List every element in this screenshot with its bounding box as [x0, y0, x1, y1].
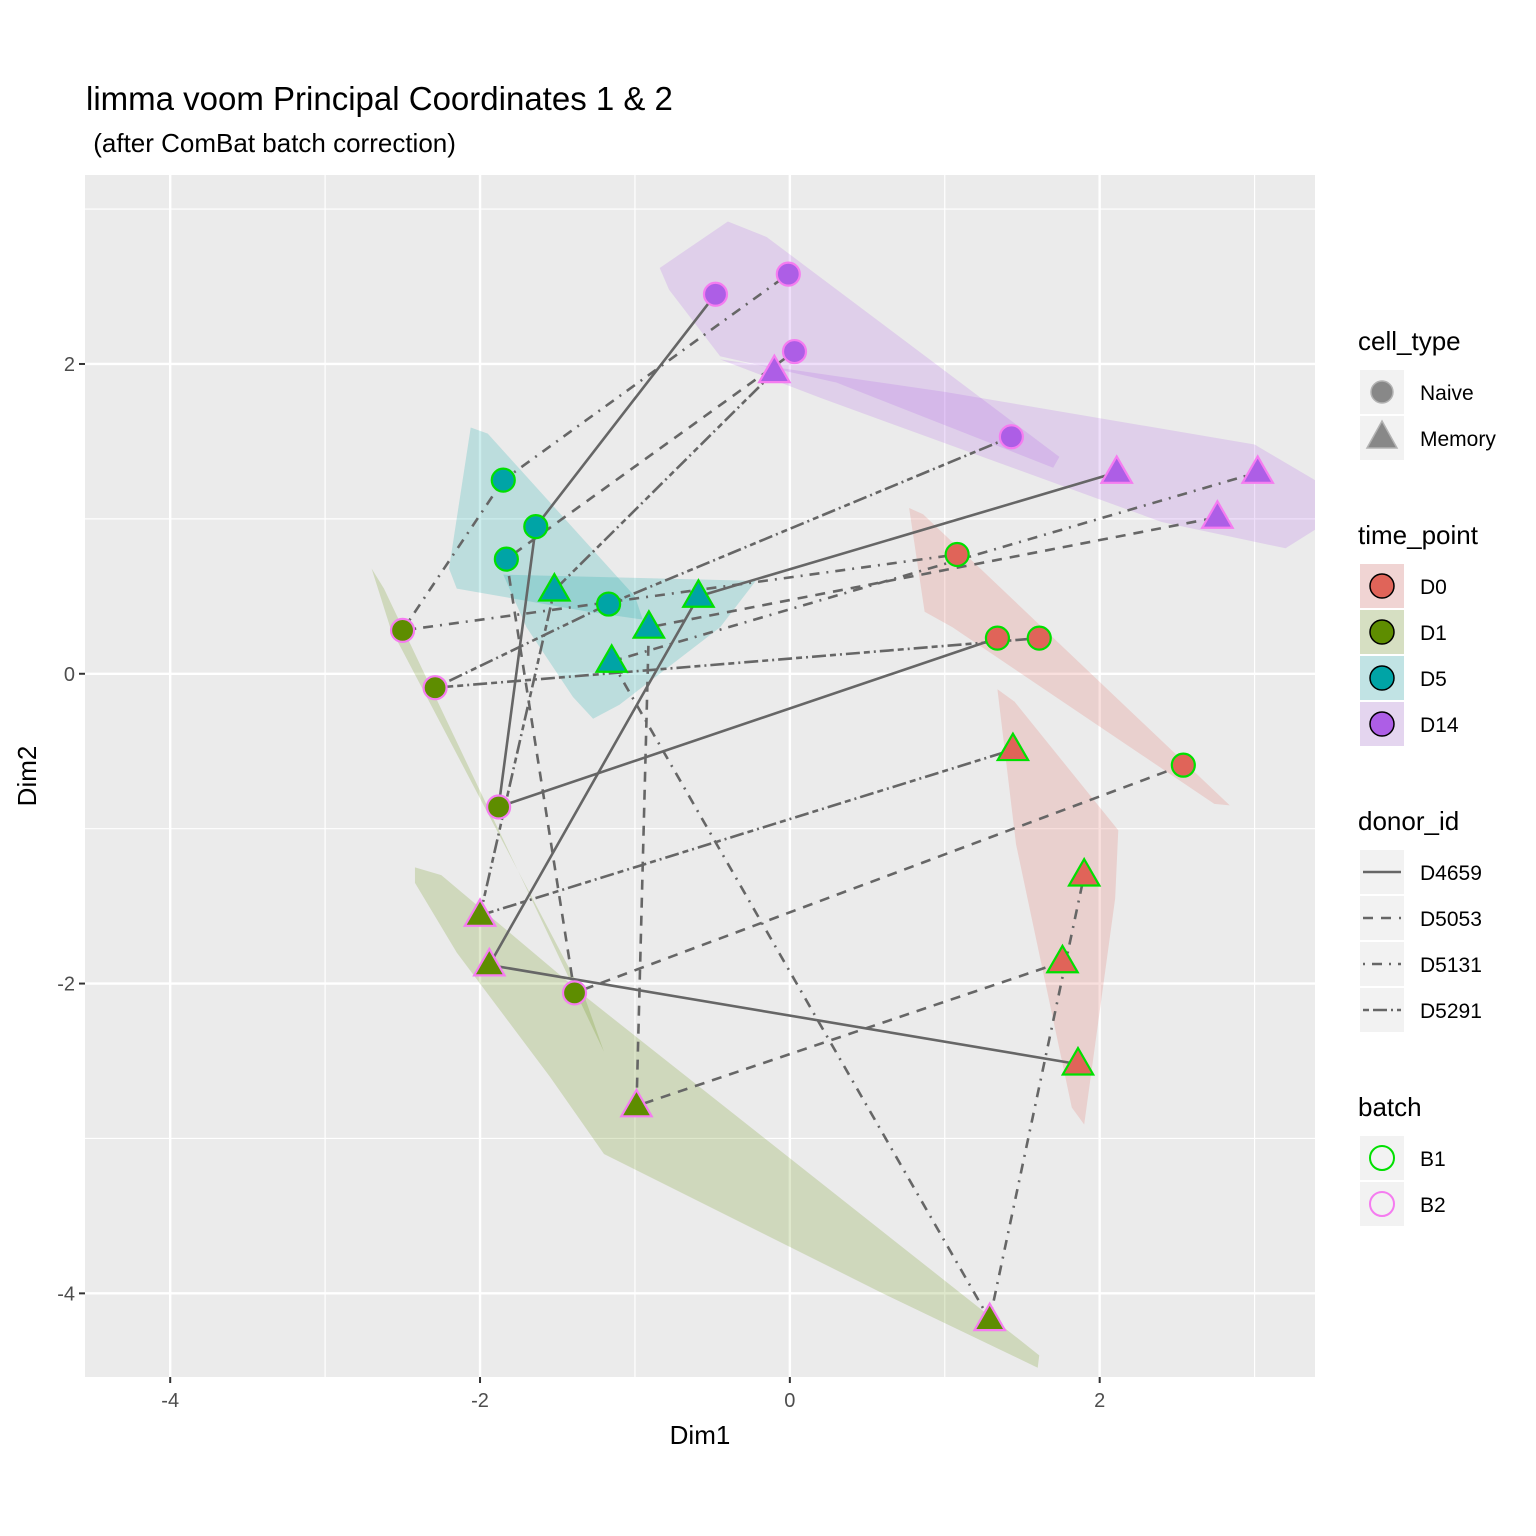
- y-tick-label: -2: [57, 974, 75, 996]
- path-d5131-memory: [609, 471, 1259, 1324]
- legend-d0-swatch-icon: [1369, 573, 1395, 599]
- x-tick-label: 0: [784, 1390, 795, 1412]
- legend-label-memory: Memory: [1420, 428, 1496, 451]
- point-d14-naive-d5053: [781, 338, 808, 365]
- legend-donor-id: donor_id D4659 D5053 D5131 D5291: [1358, 806, 1482, 1032]
- path-d5053-memory: [635, 516, 1218, 1108]
- y-tick-label: -4: [57, 1283, 75, 1305]
- point-d0-memory-d5131: [1067, 856, 1102, 887]
- path-d5053-naive: [504, 350, 1184, 995]
- hull-d14-naive: [659, 221, 1060, 468]
- legend-cell-type: cell_type Naive Memory: [1358, 326, 1496, 460]
- point-d14-memory-d5131: [1240, 454, 1275, 484]
- point-d0-memory-d5291: [995, 731, 1031, 762]
- legend-time-point: time_point D0 D1 D5 D14: [1358, 520, 1479, 746]
- legend-title-cell-type: cell_type: [1358, 326, 1461, 356]
- point-d1-memory-d5053: [619, 1087, 654, 1118]
- hull-d5-memory: [503, 574, 756, 719]
- legend-circle-icon: [1370, 380, 1394, 404]
- point-d5-memory-d4659: [681, 578, 716, 608]
- legend-b1-ring-icon: [1369, 1145, 1395, 1171]
- donor-paths: [399, 273, 1259, 1324]
- legend-key-bg: [1360, 1136, 1404, 1180]
- path-d4659-naive: [497, 293, 998, 809]
- x-axis-ticks: -4 -2 0 2: [161, 1377, 1105, 1412]
- point-d1-naive-d5131: [389, 617, 416, 643]
- legend-batch: batch B1 B2: [1358, 1092, 1446, 1226]
- point-d1-memory-d4659: [472, 946, 507, 977]
- legend-title-batch: batch: [1358, 1092, 1422, 1122]
- chart-subtitle: (after ComBat batch correction): [86, 128, 456, 158]
- path-d5131-naive: [399, 273, 958, 633]
- legend-label-naive: Naive: [1420, 382, 1474, 405]
- x-tick-label: -2: [471, 1390, 489, 1412]
- point-d5-naive-d4659: [523, 514, 549, 540]
- point-d5-naive-d5131: [490, 467, 516, 493]
- legend-b2-ring-icon: [1369, 1191, 1395, 1217]
- minor-gridlines: [85, 175, 1315, 1377]
- point-d14-naive-d5131: [775, 261, 801, 287]
- legend-d1-swatch-icon: [1369, 619, 1395, 645]
- major-gridlines: [85, 175, 1315, 1377]
- path-d5291-naive: [434, 435, 1040, 690]
- legend-label-d5: D5: [1420, 668, 1447, 691]
- legend-label-b1: B1: [1420, 1148, 1446, 1171]
- x-axis-title: Dim1: [670, 1420, 731, 1450]
- point-d0-naive-d5291: [1026, 625, 1052, 651]
- point-d14-memory-d5291: [757, 353, 792, 384]
- legend-d14-swatch-icon: [1369, 711, 1395, 737]
- sample-points: [389, 261, 1275, 1332]
- path-d4659-memory: [487, 471, 1118, 1066]
- legend-label-b2: B2: [1420, 1194, 1446, 1217]
- legend-d5-swatch-icon: [1369, 665, 1395, 691]
- legend-label-d5131: D5131: [1420, 954, 1482, 977]
- legend-label-d5291: D5291: [1420, 1000, 1482, 1023]
- point-d1-memory-d5131: [972, 1301, 1007, 1332]
- legend-key-bg: [1360, 1182, 1404, 1226]
- legend-triangle-icon: [1365, 419, 1399, 449]
- point-d1-naive-d5291: [422, 675, 448, 701]
- point-d1-naive-d5053: [561, 980, 588, 1006]
- point-d14-naive-d4659: [702, 281, 729, 307]
- point-d5-memory-d5291: [537, 571, 572, 602]
- path-d5291-memory: [478, 370, 1014, 918]
- plot-panel: [85, 175, 1315, 1377]
- hull-d0-naive: [909, 508, 1230, 806]
- point-d14-memory-d4659: [1099, 454, 1134, 484]
- y-axis-ticks: 2 0 -2 -4: [57, 354, 85, 1305]
- x-tick-label: -4: [161, 1390, 179, 1412]
- legend-title-donor-id: donor_id: [1358, 806, 1459, 836]
- y-tick-label: 0: [64, 664, 75, 686]
- point-d0-naive-d5053: [1170, 752, 1196, 778]
- point-d0-memory-d4659: [1060, 1045, 1096, 1076]
- point-d5-naive-d5053: [493, 546, 519, 572]
- legend-title-time-point: time_point: [1358, 520, 1479, 550]
- point-d14-naive-d5291: [998, 424, 1024, 450]
- legend-label-d5053: D5053: [1420, 908, 1482, 931]
- hull-d14-memory: [720, 359, 1315, 549]
- point-d1-naive-d4659: [486, 794, 512, 820]
- point-d1-memory-d5291: [462, 897, 498, 927]
- chart-title: limma voom Principal Coordinates 1 & 2: [86, 80, 673, 117]
- hull-d0-memory: [997, 689, 1119, 1125]
- legend-label-d14: D14: [1420, 714, 1459, 737]
- point-d0-memory-d5053: [1045, 943, 1080, 974]
- point-d0-naive-d5131: [944, 541, 970, 568]
- point-d5-memory-d5053: [631, 609, 666, 639]
- point-d5-memory-d5131: [594, 643, 629, 673]
- y-axis-title: Dim2: [12, 746, 42, 807]
- point-d14-memory-d5053: [1200, 499, 1235, 529]
- legend-label-d0: D0: [1420, 576, 1447, 599]
- legend-label-d4659: D4659: [1420, 862, 1482, 885]
- legend-label-d1: D1: [1420, 622, 1447, 645]
- point-d0-naive-d4659: [984, 625, 1011, 651]
- x-tick-label: 2: [1094, 1390, 1105, 1412]
- point-d5-naive-d5291: [596, 591, 622, 617]
- y-tick-label: 2: [64, 354, 75, 376]
